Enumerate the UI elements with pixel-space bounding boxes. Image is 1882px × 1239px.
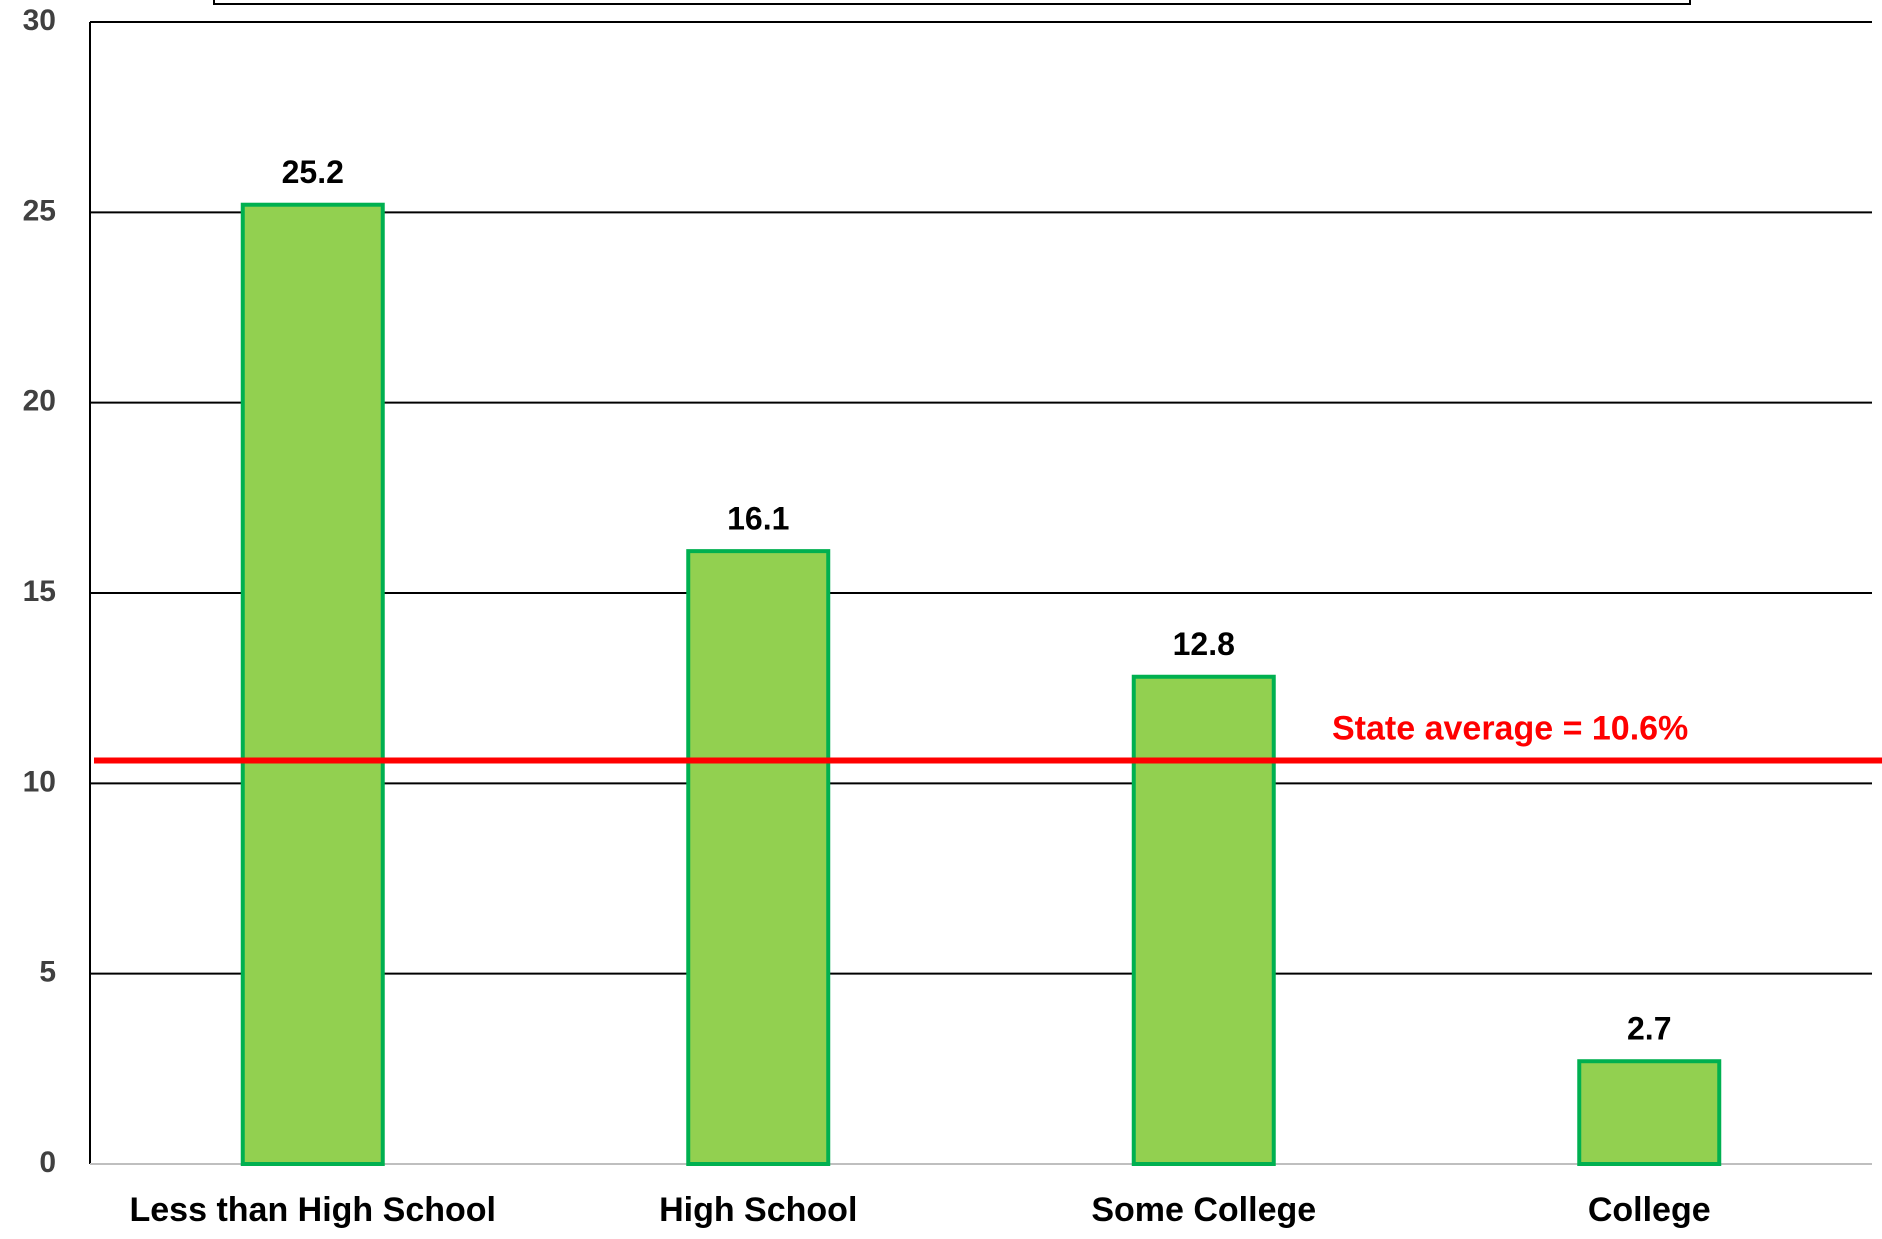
y-tick-label: 25 bbox=[23, 194, 56, 227]
y-tick-label: 5 bbox=[39, 956, 56, 989]
x-tick-label: High School bbox=[659, 1191, 857, 1229]
x-tick-label: College bbox=[1588, 1191, 1711, 1229]
bar bbox=[240, 202, 385, 1167]
y-tick-label: 0 bbox=[39, 1146, 56, 1179]
y-tick-label: 10 bbox=[23, 765, 56, 798]
value-label: 25.2 bbox=[282, 154, 344, 190]
x-tick-label: Some College bbox=[1091, 1191, 1316, 1229]
title-box bbox=[213, 0, 1691, 5]
y-tick-label: 15 bbox=[23, 575, 56, 608]
bar bbox=[686, 549, 831, 1166]
reference-label: State average = 10.6% bbox=[1332, 709, 1688, 747]
y-tick-label: 20 bbox=[23, 385, 56, 418]
x-tick-label: Less than High School bbox=[130, 1191, 496, 1229]
bar bbox=[1131, 674, 1276, 1166]
value-label: 16.1 bbox=[727, 501, 789, 537]
bar bbox=[1577, 1059, 1722, 1166]
value-label: 12.8 bbox=[1173, 626, 1235, 662]
y-tick-label: 30 bbox=[23, 4, 56, 37]
value-label: 2.7 bbox=[1627, 1011, 1671, 1047]
